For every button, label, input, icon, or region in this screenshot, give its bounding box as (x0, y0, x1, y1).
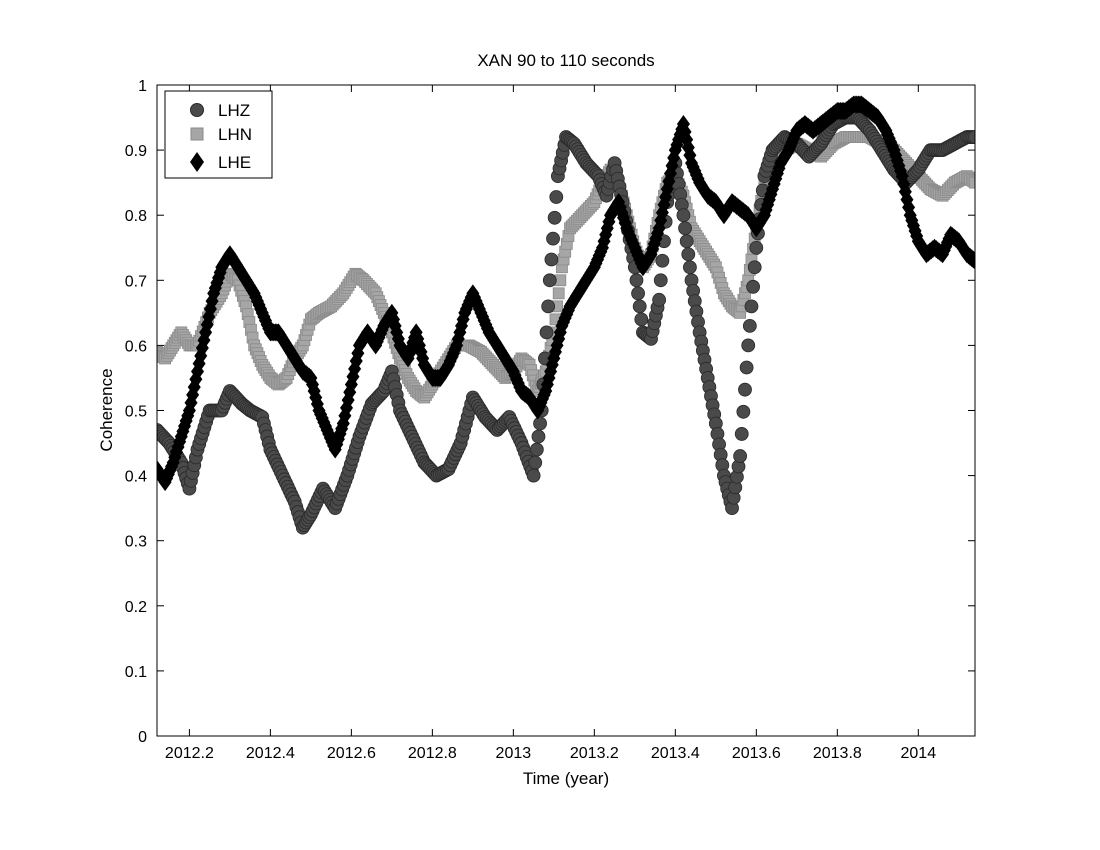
series-lhz (157, 110, 975, 535)
lhz-point (749, 240, 764, 255)
lhz-point (652, 292, 667, 307)
series-lhe (157, 95, 975, 492)
lhz-point (546, 231, 560, 246)
y-tick-label: 0.1 (125, 664, 147, 681)
lhz-point (533, 416, 547, 431)
lhz-point (542, 273, 557, 288)
y-axis-label: Coherence (97, 368, 116, 451)
lhz-point (529, 442, 544, 457)
data-marks (157, 95, 975, 535)
lhz-point (629, 273, 644, 288)
legend-marker-lhn (190, 127, 204, 141)
lhz-point (528, 455, 543, 470)
x-tick-label: 2013.6 (732, 745, 781, 762)
lhz-point (526, 468, 541, 483)
y-tick-label: 0.8 (125, 208, 147, 225)
lhz-point (676, 208, 691, 223)
lhz-point (734, 427, 749, 441)
x-tick-label: 2012.6 (327, 745, 376, 762)
lhz-point (681, 247, 696, 262)
lhz-point (544, 252, 559, 267)
lhz-point (539, 325, 554, 340)
lhn-point (969, 176, 975, 189)
legend-marker-lhe (190, 152, 204, 172)
lhz-point (678, 221, 692, 236)
x-tick-label: 2012.4 (246, 745, 295, 762)
lhz-point (741, 338, 756, 353)
y-tick-label: 0.2 (125, 599, 147, 616)
lhz-point (738, 382, 752, 397)
y-tick-label: 0 (138, 729, 147, 746)
legend-box (164, 90, 273, 179)
y-tick-label: 0.4 (125, 469, 147, 486)
lhn-point (552, 287, 565, 300)
x-tick-label: 2013.8 (813, 745, 862, 762)
y-tick-label: 0.3 (125, 534, 147, 551)
legend: LHZ LHN LHE (164, 90, 273, 179)
x-axis-label: Time (year) (523, 769, 609, 788)
lhz-point (742, 318, 757, 333)
chart-title: XAN 90 to 110 seconds (477, 51, 654, 70)
x-tick-label: 2012.8 (408, 745, 457, 762)
y-tick-label: 0.5 (125, 404, 147, 421)
lhz-point (683, 260, 697, 275)
lhz-point (634, 312, 649, 327)
y-tick-label: 1 (138, 78, 147, 95)
y-tick-label: 0.6 (125, 338, 147, 355)
lhe-point (968, 251, 975, 270)
lhz-point (744, 299, 759, 314)
lhz-point (739, 360, 754, 375)
legend-label-lhn: LHN (218, 125, 252, 144)
plot-background (157, 85, 975, 736)
legend-label-lhe: LHE (218, 153, 251, 172)
x-tick-label: 2013 (496, 745, 532, 762)
x-tick-label: 2013.4 (651, 745, 700, 762)
x-tick-label: 2012.2 (165, 745, 214, 762)
lhz-point (631, 286, 645, 301)
lhz-point (632, 299, 647, 314)
lhz-point (547, 210, 562, 225)
lhz-point (733, 449, 748, 463)
y-tick-label: 0.7 (125, 273, 147, 290)
legend-marker-lhz (190, 103, 204, 117)
lhz-point (655, 253, 670, 268)
lhz-point (531, 429, 546, 444)
lhz-point (653, 273, 668, 288)
x-tick-label: 2014 (901, 745, 937, 762)
x-tick-label: 2013.2 (570, 745, 619, 762)
legend-label-lhz: LHZ (218, 101, 250, 120)
lhz-point (541, 299, 556, 314)
lhz-point (968, 130, 975, 144)
lhz-point (679, 234, 694, 249)
lhz-point (549, 190, 564, 204)
y-tick-label: 0.9 (125, 143, 147, 160)
lhz-point (746, 279, 760, 294)
axis-ticks: 2012.2 2012.4 2012.6 2012.8 2013 2013.2 2013.4… (125, 78, 975, 762)
lhz-point (736, 404, 751, 419)
lhz-point (747, 260, 762, 275)
